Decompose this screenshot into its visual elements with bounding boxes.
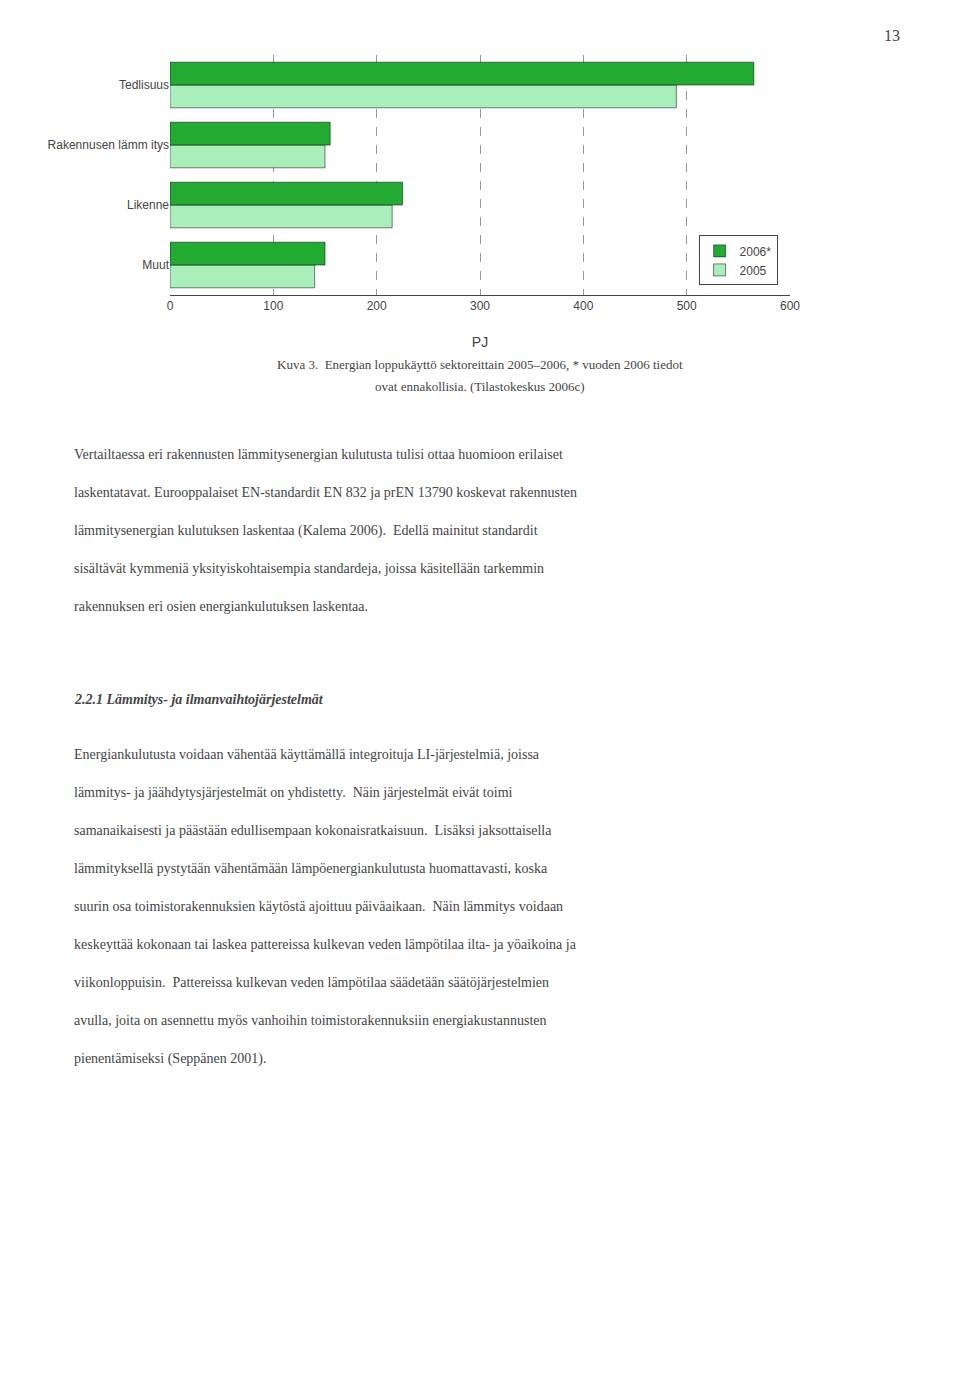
svg-text:lämmityksellä pystytään vähent: lämmityksellä pystytään vähentämään lämp… <box>74 861 548 876</box>
svg-text:keskeyttää kokonaan tai laskea: keskeyttää kokonaan tai laskea pattereis… <box>74 937 577 952</box>
svg-text:lämmitysenergian kulutuksen la: lämmitysenergian kulutuksen laskentaa (K… <box>74 523 538 539</box>
svg-text:PJ: PJ <box>472 334 488 350</box>
svg-text:200: 200 <box>367 299 387 313</box>
svg-text:2.2.1 Lämmitys- ja ilmanvaihto: 2.2.1 Lämmitys- ja ilmanvaihtojärjestelm… <box>74 692 324 707</box>
svg-text:sisältävät kymmeniä yksityisko: sisältävät kymmeniä yksityiskohtaisempia… <box>74 561 544 576</box>
svg-text:Likenne: Likenne <box>127 198 169 212</box>
svg-text:Vertailtaessa eri rakennusten: Vertailtaessa eri rakennusten lämmitysen… <box>74 447 563 462</box>
svg-text:Tedlisuus: Tedlisuus <box>119 78 169 92</box>
svg-text:0: 0 <box>167 299 174 313</box>
svg-text:600: 600 <box>780 299 800 313</box>
svg-text:Kuva 3. Energian loppukäyttö: Kuva 3. Energian loppukäyttö sektoreitta… <box>277 357 683 372</box>
svg-text:Muut: Muut <box>142 258 169 272</box>
svg-text:samanaikaisesti ja päästään ed: samanaikaisesti ja päästään edullisempaa… <box>74 823 552 838</box>
svg-text:laskentatavat. Eurooppalaiset: laskentatavat. Eurooppalaiset EN-standar… <box>74 485 577 500</box>
svg-text:500: 500 <box>677 299 697 313</box>
svg-text:2005: 2005 <box>740 264 767 278</box>
svg-text:viikonloppuisin. Pattereissa: viikonloppuisin. Pattereissa kulkevan ve… <box>74 975 549 990</box>
svg-text:pienentämiseksi (Seppänen 2001: pienentämiseksi (Seppänen 2001). <box>74 1051 266 1067</box>
svg-text:avulla, joita on asennettu myö: avulla, joita on asennettu myös vanhoihi… <box>74 1013 547 1028</box>
svg-text:Energiankulutusta voidaan vähe: Energiankulutusta voidaan vähentää käytt… <box>74 747 540 762</box>
svg-text:ovat ennakollisia. (Tilastokes: ovat ennakollisia. (Tilastokeskus 2006c) <box>375 379 585 394</box>
svg-text:300: 300 <box>470 299 490 313</box>
svg-text:13: 13 <box>884 27 900 44</box>
svg-text:lämmitys- ja jäähdytysjärjeste: lämmitys- ja jäähdytysjärjestelmät on yh… <box>74 785 513 800</box>
svg-text:Rakennusen lämm itys: Rakennusen lämm itys <box>48 138 169 152</box>
svg-text:rakennuksen eri osien energian: rakennuksen eri osien energiankulutuksen… <box>74 599 368 614</box>
svg-text:suurin osa toimistorakennuksie: suurin osa toimistorakennuksien käytöstä… <box>74 899 563 914</box>
svg-text:2006*: 2006* <box>740 245 772 259</box>
svg-text:400: 400 <box>573 299 593 313</box>
svg-text:100: 100 <box>263 299 283 313</box>
